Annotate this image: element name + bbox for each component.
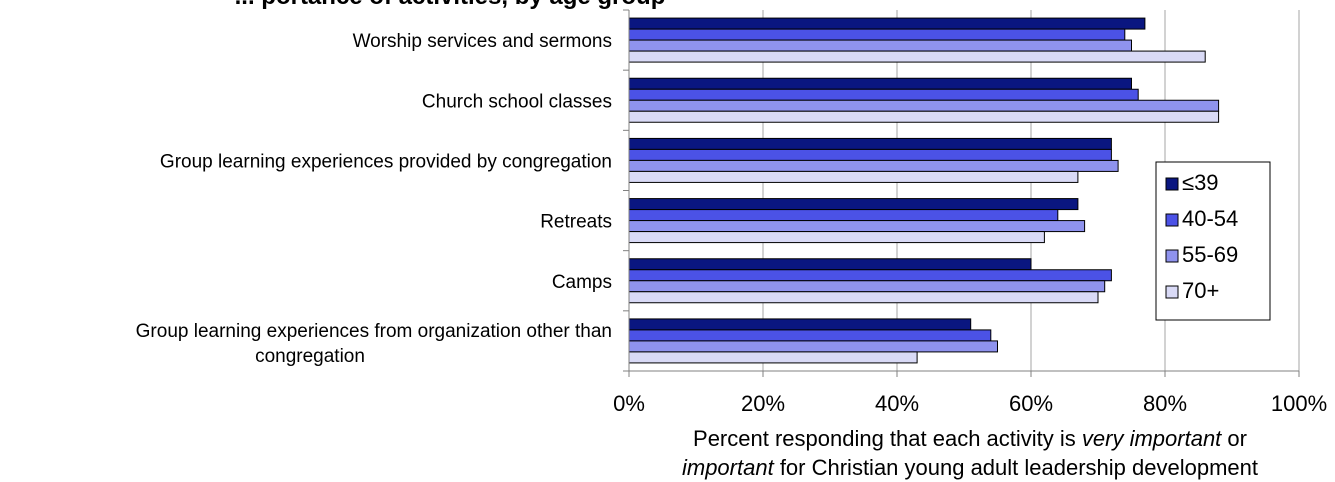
- bar-40-54: [628, 148, 1112, 161]
- x-tick-label: 60%: [1009, 391, 1053, 416]
- legend-swatch: [1165, 177, 1179, 191]
- x-tick-label: 80%: [1143, 391, 1187, 416]
- bar-70+: [628, 351, 918, 364]
- x-tick-label: 40%: [875, 391, 919, 416]
- bar-≤39: [628, 17, 1146, 30]
- x-tick-label: 0%: [613, 391, 645, 416]
- category-label: Retreats: [540, 212, 612, 233]
- legend-label: 40-54: [1182, 206, 1238, 231]
- bar-55-69: [628, 340, 998, 353]
- legend-swatch: [1165, 249, 1179, 263]
- category-label: Worship services and sermons: [353, 31, 612, 52]
- bar-55-69: [628, 220, 1086, 233]
- legend-label: 55-69: [1182, 242, 1238, 267]
- legend-label: 70+: [1182, 278, 1219, 303]
- category-label: Camps: [552, 272, 612, 293]
- legend-swatch: [1165, 213, 1179, 227]
- bar-≤39: [628, 258, 1032, 271]
- bar-40-54: [628, 269, 1112, 282]
- legend-label: ≤39: [1182, 170, 1219, 195]
- x-tick-label: 20%: [741, 391, 785, 416]
- category-label: Group learning experiences provided by c…: [160, 151, 612, 172]
- bar-55-69: [628, 99, 1220, 112]
- bar-70+: [628, 291, 1099, 304]
- bar-≤39: [628, 137, 1112, 150]
- bar-40-54: [628, 209, 1059, 222]
- category-label: Group learning experiences from organiza…: [136, 321, 612, 342]
- bar-≤39: [628, 77, 1132, 90]
- bar-55-69: [628, 159, 1119, 172]
- bar-70+: [628, 50, 1206, 63]
- x-axis-label: Percent responding that each activity is…: [681, 426, 1258, 480]
- bar-40-54: [628, 28, 1126, 41]
- bar-40-54: [628, 329, 992, 342]
- category-label: Church school classes: [422, 91, 612, 112]
- x-tick-label: 100%: [1271, 391, 1327, 416]
- bar-70+: [628, 170, 1079, 183]
- chart-title: ... portance of activities, by age group: [235, 0, 666, 10]
- legend-swatch: [1165, 285, 1179, 299]
- bar-≤39: [628, 198, 1079, 211]
- bar-70+: [628, 231, 1045, 244]
- bar-40-54: [628, 88, 1139, 101]
- bar-70+: [628, 110, 1220, 123]
- bar-≤39: [628, 318, 972, 331]
- bar-55-69: [628, 280, 1106, 293]
- bar-55-69: [628, 39, 1132, 52]
- category-label: congregation: [255, 346, 365, 367]
